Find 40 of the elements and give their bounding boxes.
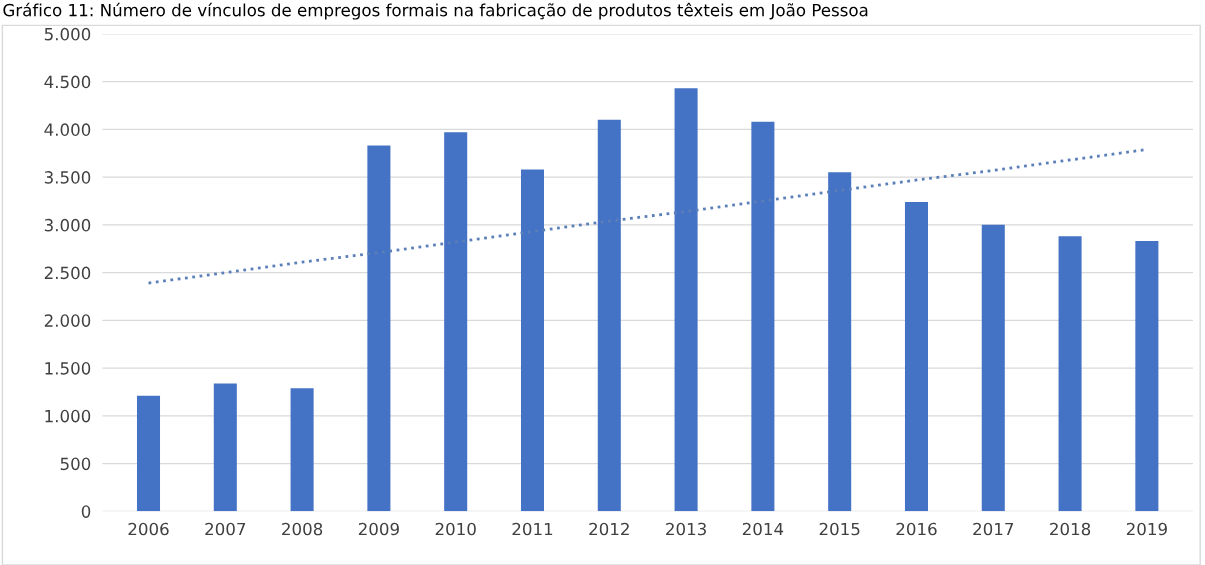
bar xyxy=(904,201,928,512)
bar xyxy=(751,121,775,512)
bar xyxy=(444,132,468,512)
bar xyxy=(290,388,314,512)
x-tick-label: 2013 xyxy=(666,522,706,536)
bar xyxy=(520,169,545,512)
x-tick-label: 2019 xyxy=(1126,522,1167,536)
bar xyxy=(213,383,237,512)
bar xyxy=(1058,236,1082,512)
x-tick-label: 2014 xyxy=(742,522,784,536)
x-tick-label: 2016 xyxy=(896,522,937,536)
y-tick-label: 500 xyxy=(60,457,91,471)
y-tick-label: 2.500 xyxy=(44,266,91,280)
bar xyxy=(367,145,391,512)
x-tick-label: 2015 xyxy=(819,522,860,536)
bar xyxy=(597,119,621,512)
x-tick-label: 2007 xyxy=(205,522,246,536)
y-tick-label: 4.000 xyxy=(44,123,91,136)
bar xyxy=(1135,241,1159,512)
x-tick-label: 2012 xyxy=(589,522,629,536)
y-tick-label: 4.500 xyxy=(44,75,91,89)
x-tick-label: 2009 xyxy=(358,522,399,536)
x-tick-label: 2018 xyxy=(1050,522,1091,536)
bar xyxy=(136,395,161,512)
x-tick-label: 2017 xyxy=(973,522,1014,536)
bar xyxy=(828,172,852,512)
x-tick-label: 2011 xyxy=(512,522,553,536)
y-tick-label: 3.500 xyxy=(44,171,91,184)
x-tick-label: 2010 xyxy=(435,522,476,536)
y-tick-label: 2.000 xyxy=(44,314,91,327)
y-tick-label: 5.000 xyxy=(44,27,91,41)
y-tick-label: 0 xyxy=(81,505,91,518)
chart-title: Gráfico 11: Número de vínculos de empregos formais na fabricação de produtos têxteis em João Pessoa xyxy=(3,2,868,20)
bar xyxy=(674,88,698,512)
x-tick-label: 2006 xyxy=(128,522,169,536)
y-tick-label: 3.000 xyxy=(44,218,91,232)
x-tick-label: 2008 xyxy=(282,522,323,536)
y-tick-label: 1.000 xyxy=(45,409,91,423)
bar xyxy=(981,224,1005,512)
y-tick-label: 1.500 xyxy=(45,362,91,375)
